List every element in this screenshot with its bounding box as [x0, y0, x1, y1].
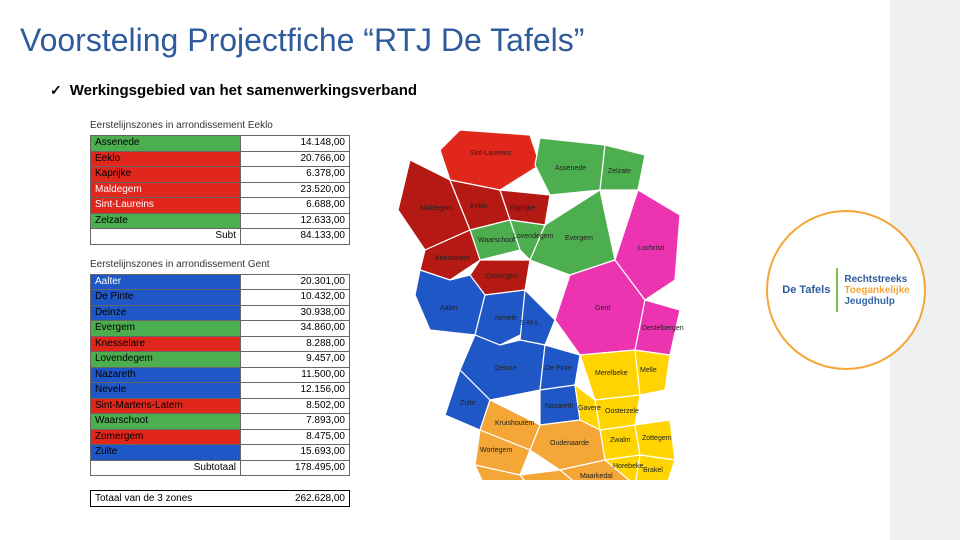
table-row: Zomergem8.475,00 [91, 429, 350, 445]
table-row: Zulte15.693,00 [91, 445, 350, 461]
grand-total-value: 262.628,00 [295, 493, 345, 504]
zone-label: Maldegem [91, 182, 241, 198]
logo-divider [836, 268, 838, 312]
table-row: Evergem34.860,00 [91, 321, 350, 337]
zone-label: Lovendegem [91, 352, 241, 368]
zone-label: Sint-Martens-Latem [91, 398, 241, 414]
map-region-melle [635, 350, 670, 395]
table-gent: Aalter20.301,00De Pinte10.432,00Deinze30… [90, 274, 350, 477]
zone-label: Kaprijke [91, 167, 241, 183]
table-row: Maldegem23.520,00 [91, 182, 350, 198]
logo-left-text: De Tafels [782, 284, 830, 296]
zone-label: Zomergem [91, 429, 241, 445]
zone-value: 6.378,00 [241, 167, 350, 183]
subtitle-text: Werkingsgebied van het samenwerkingsverb… [70, 82, 417, 99]
grand-total-label: Totaal van de 3 zones [95, 493, 192, 504]
table-row: Sint-Laureins6.688,00 [91, 198, 350, 214]
table-row: Assenede14.148,00 [91, 136, 350, 152]
zone-value: 14.148,00 [241, 136, 350, 152]
zone-value: 9.457,00 [241, 352, 350, 368]
map-region-assenede [535, 138, 605, 195]
table-row: De Pinte10.432,00 [91, 290, 350, 306]
subtitle-row: ✓ Werkingsgebied van het samenwerkingsve… [50, 82, 417, 99]
subtotal-row: Subt84.133,00 [91, 229, 350, 245]
grand-total-row: Totaal van de 3 zones 262.628,00 [90, 490, 350, 507]
table-row: Waarschoot7.893,00 [91, 414, 350, 430]
table-eeklo: Assenede14.148,00Eeklo20.766,00Kaprijke6… [90, 135, 350, 245]
table2-caption: Eerstelijnszones in arrondissement Gent [90, 259, 350, 270]
zone-label: Waarschoot [91, 414, 241, 430]
subtotal-row: Subtotaal178.495,00 [91, 460, 350, 476]
map-region-brakel [635, 455, 675, 480]
zone-label: Nevele [91, 383, 241, 399]
zone-value: 20.766,00 [241, 151, 350, 167]
zone-label: De Pinte [91, 290, 241, 306]
zone-value: 8.475,00 [241, 429, 350, 445]
table-row: Sint-Martens-Latem8.502,00 [91, 398, 350, 414]
zone-value: 11.500,00 [241, 367, 350, 383]
table-row: Aalter20.301,00 [91, 274, 350, 290]
zone-value: 12.156,00 [241, 383, 350, 399]
zone-label: Zulte [91, 445, 241, 461]
zone-value: 15.693,00 [241, 445, 350, 461]
zone-label: Assenede [91, 136, 241, 152]
zone-label: Sint-Laureins [91, 198, 241, 214]
zone-value: 7.893,00 [241, 414, 350, 430]
zone-value: 12.633,00 [241, 213, 350, 229]
logo-line3: Jeugdhulp [844, 296, 909, 307]
table-row: Nevele12.156,00 [91, 383, 350, 399]
map-region-de-pinte [540, 345, 580, 390]
content-area: Eerstelijnszones in arrondissement Eeklo… [90, 120, 690, 507]
map-region-nazareth [540, 385, 580, 425]
map-region-zwalm [600, 425, 640, 460]
zone-label: Evergem [91, 321, 241, 337]
table-row: Knesselare8.288,00 [91, 336, 350, 352]
subtotal-value: 84.133,00 [241, 229, 350, 245]
map-region-zottegem [635, 420, 675, 460]
logo-line2: Toegankelijke [844, 285, 909, 296]
subtotal-label: Subt [91, 229, 241, 245]
table-row: Zelzate12.633,00 [91, 213, 350, 229]
map-region-zelzate [600, 145, 645, 190]
zone-value: 8.288,00 [241, 336, 350, 352]
slide: Voorsteling Projectfiche “RTJ De Tafels”… [0, 0, 960, 540]
zone-label: Knesselare [91, 336, 241, 352]
region-map: Sint-LaureinsAssenedeZelzateMaldegemEekl… [380, 120, 690, 480]
subtotal-label: Subtotaal [91, 460, 241, 476]
logo-inner: De Tafels Rechtstreeks Toegankelijke Jeu… [782, 268, 910, 312]
logo-line1: Rechtstreeks [844, 274, 909, 285]
slide-title: Voorsteling Projectfiche “RTJ De Tafels” [20, 22, 584, 59]
zone-value: 8.502,00 [241, 398, 350, 414]
table-row: Deinze30.938,00 [91, 305, 350, 321]
zone-label: Zelzate [91, 213, 241, 229]
zone-value: 30.938,00 [241, 305, 350, 321]
map-region-sint-martens-latem [520, 290, 555, 345]
table-row: Kaprijke6.378,00 [91, 167, 350, 183]
map-region-merelbeke [580, 350, 640, 400]
zone-value: 34.860,00 [241, 321, 350, 337]
zone-value: 23.520,00 [241, 182, 350, 198]
table1-caption: Eerstelijnszones in arrondissement Eeklo [90, 120, 350, 131]
zone-value: 10.432,00 [241, 290, 350, 306]
zone-label: Nazareth [91, 367, 241, 383]
map-svg: Sint-LaureinsAssenedeZelzateMaldegemEekl… [380, 120, 690, 480]
table-row: Eeklo20.766,00 [91, 151, 350, 167]
check-icon: ✓ [50, 82, 62, 99]
subtotal-value: 178.495,00 [241, 460, 350, 476]
zone-label: Eeklo [91, 151, 241, 167]
map-region-oosterzele [595, 395, 640, 430]
zone-label: Aalter [91, 274, 241, 290]
logo-badge: De Tafels Rechtstreeks Toegankelijke Jeu… [766, 210, 926, 370]
table-row: Nazareth11.500,00 [91, 367, 350, 383]
zone-value: 6.688,00 [241, 198, 350, 214]
zone-label: Deinze [91, 305, 241, 321]
table-row: Lovendegem9.457,00 [91, 352, 350, 368]
tables-column: Eerstelijnszones in arrondissement Eeklo… [90, 120, 350, 507]
zone-value: 20.301,00 [241, 274, 350, 290]
logo-right-text: Rechtstreeks Toegankelijke Jeugdhulp [844, 274, 909, 307]
